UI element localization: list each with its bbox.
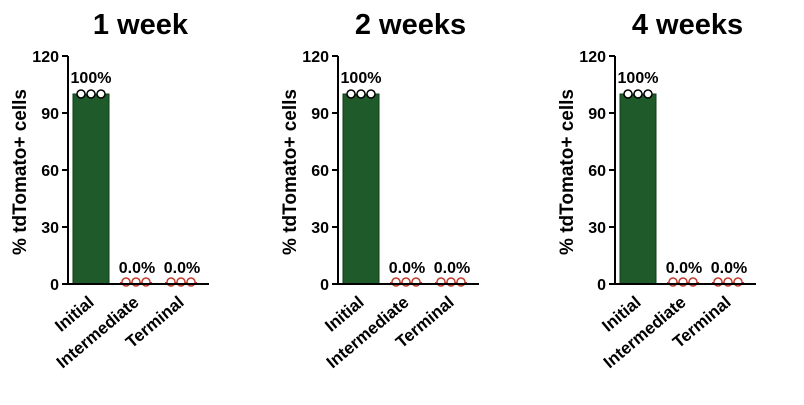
y-tick-label: 0 [320, 277, 329, 294]
y-tick-label: 30 [311, 220, 329, 237]
chart-title: 4 weeks [632, 9, 743, 41]
data-label: 0.0% [119, 260, 155, 277]
data-point [366, 89, 376, 99]
data-point [86, 89, 96, 99]
data-label: 0.0% [164, 260, 200, 277]
data-label: 100% [618, 70, 659, 87]
data-point [623, 89, 633, 99]
data-label: 100% [341, 70, 382, 87]
data-label: 0.0% [666, 260, 702, 277]
chart-panel-3: 4 weeks % tdTomato+ cells 0 30 60 90 120 100% 0.… [557, 9, 756, 372]
bar-initial [72, 93, 110, 285]
y-tick-label: 0 [50, 277, 59, 294]
data-point [96, 89, 106, 99]
bar-initial [342, 93, 380, 285]
y-tick-label: 90 [311, 106, 329, 123]
bar-initial [619, 93, 657, 285]
data-label: 100% [71, 70, 112, 87]
data-label: 0.0% [389, 260, 425, 277]
y-tick-label: 120 [579, 49, 606, 66]
y-axis-label: % tdTomato+ cells [557, 89, 578, 255]
data-label: 0.0% [434, 260, 470, 277]
y-axis-label: % tdTomato+ cells [10, 89, 31, 255]
data-point [346, 89, 356, 99]
y-tick-label: 30 [41, 220, 59, 237]
y-tick-label: 90 [588, 106, 606, 123]
y-tick-label: 120 [32, 49, 59, 66]
y-tick-label: 60 [41, 163, 59, 180]
data-point [76, 89, 86, 99]
y-tick-label: 0 [597, 277, 606, 294]
data-point [643, 89, 653, 99]
data-point [633, 89, 643, 99]
y-tick-label: 30 [588, 220, 606, 237]
chart-title: 2 weeks [355, 9, 466, 41]
chart-panel-1: 1 week % tdTomato+ cells 0 30 60 90 120 100% 0.0… [10, 9, 209, 372]
y-tick-label: 90 [41, 106, 59, 123]
chart-panel-2: 2 weeks % tdTomato+ cells 0 30 60 90 120 100% 0.… [280, 9, 479, 372]
data-point [356, 89, 366, 99]
y-tick-label: 60 [588, 163, 606, 180]
y-axis-label: % tdTomato+ cells [280, 89, 301, 255]
chart-title: 1 week [93, 9, 189, 41]
data-label: 0.0% [711, 260, 747, 277]
y-tick-label: 60 [311, 163, 329, 180]
y-tick-label: 120 [302, 49, 329, 66]
